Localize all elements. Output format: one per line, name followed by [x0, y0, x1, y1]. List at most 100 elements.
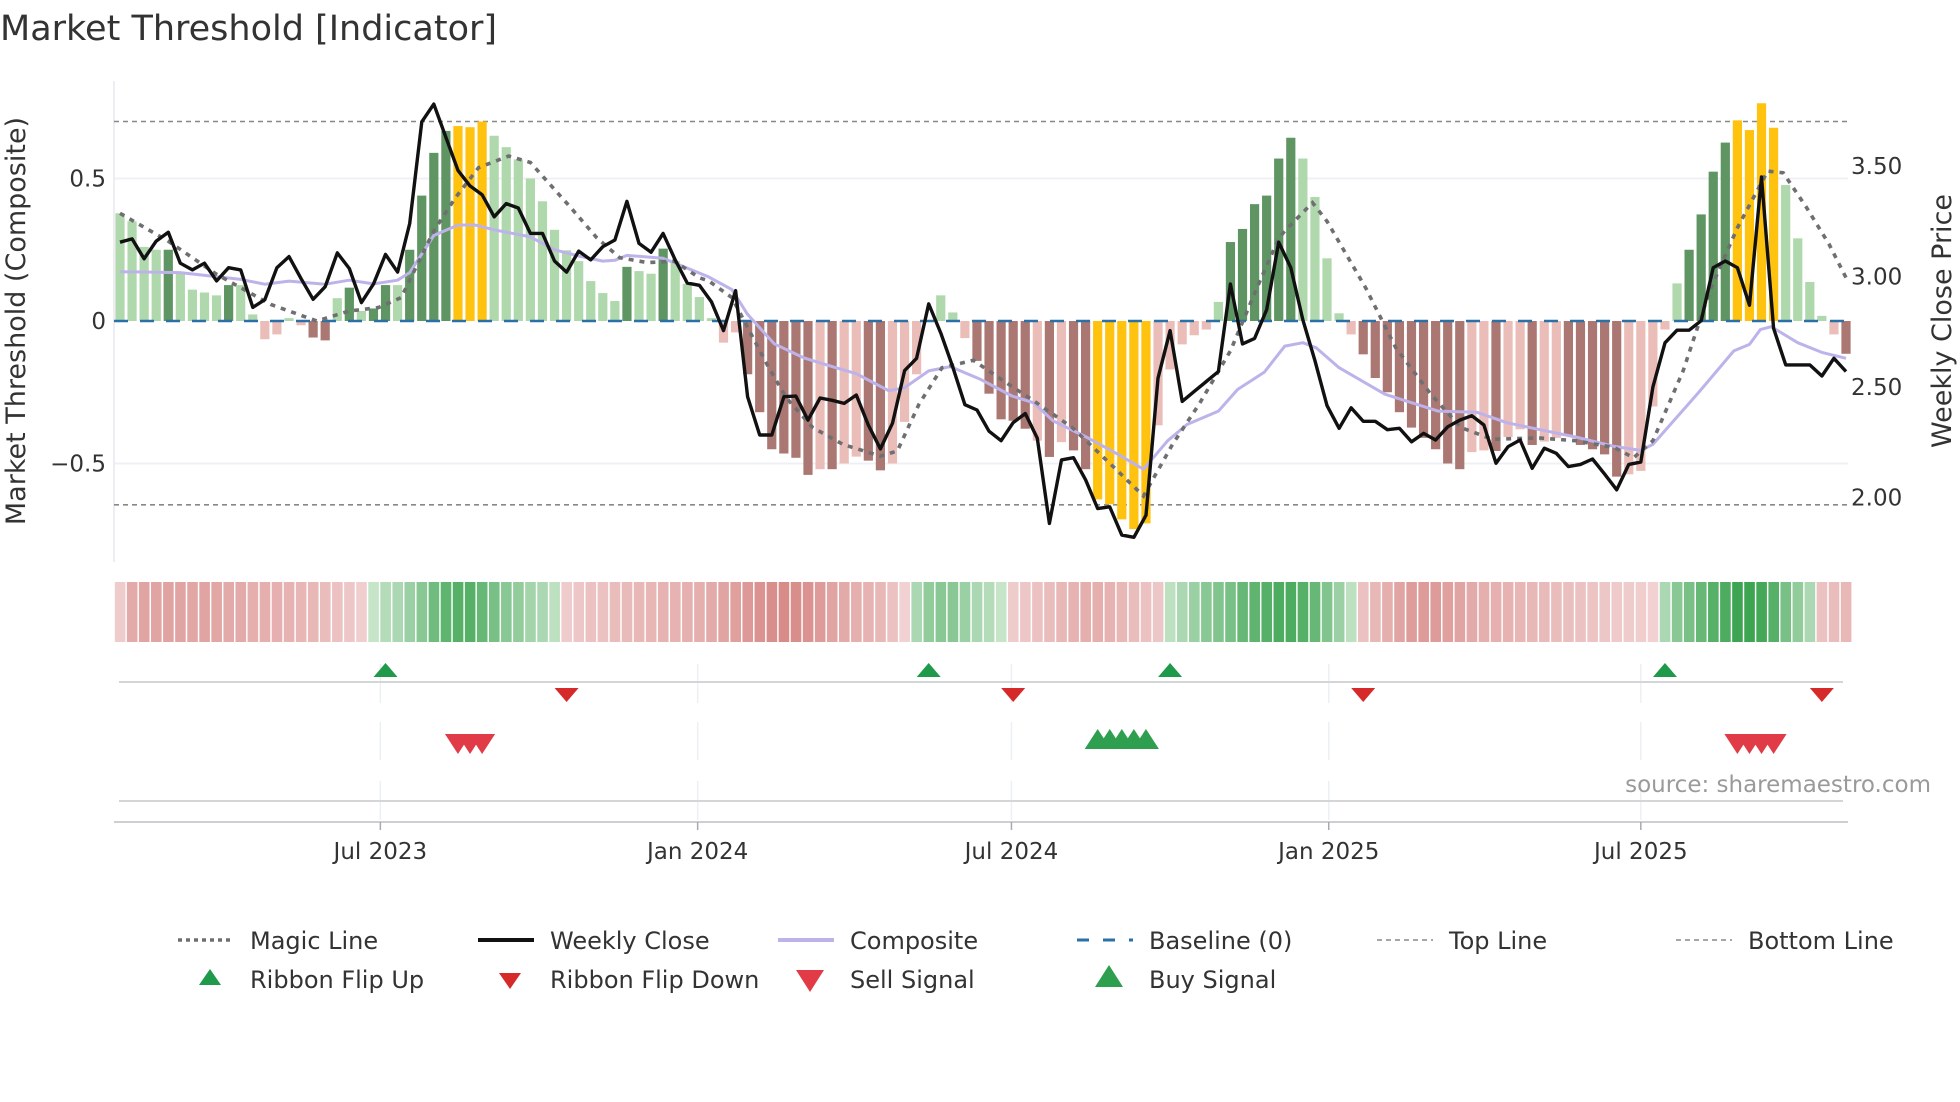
sell-signal-marker: [1760, 734, 1787, 754]
ribbon-cell: [1708, 582, 1719, 642]
ribbon-cell: [549, 582, 560, 642]
composite-bar: [1575, 321, 1586, 445]
composite-bar: [236, 285, 246, 321]
right-tick-label: 2.50: [1851, 375, 1902, 401]
composite-bar: [332, 298, 342, 321]
composite-bar: [1141, 321, 1151, 524]
legend-item-flipdown: Ribbon Flip Down: [499, 966, 759, 994]
ribbon-cell: [126, 582, 138, 642]
legend-label: Magic Line: [250, 927, 378, 955]
composite-bar: [1117, 321, 1127, 520]
ribbon-cell: [295, 582, 307, 642]
x-tick-label: Jul 2023: [332, 839, 428, 865]
ribbon-cell: [1840, 582, 1852, 642]
ribbon-cell: [1514, 582, 1526, 642]
legend-item-buy: Buy Signal: [1095, 965, 1276, 994]
composite-bar: [912, 321, 922, 375]
ribbon-cell: [428, 582, 440, 642]
buy-signal-marker: [1132, 729, 1159, 749]
composite-bar: [1177, 321, 1187, 345]
ribbon-cell: [778, 582, 790, 642]
legend-item-flipup: Ribbon Flip Up: [199, 966, 424, 994]
ribbon-cell: [935, 582, 947, 642]
legend-swatch-flipup: [199, 969, 221, 985]
ribbon-cell: [1563, 582, 1574, 642]
ribbon-cell: [259, 582, 271, 642]
composite-bar: [1093, 321, 1103, 500]
ribbon-cell: [1333, 582, 1345, 642]
ribbon-cell: [211, 582, 222, 642]
ribbon-cell: [1720, 582, 1731, 642]
composite-bar: [1781, 185, 1791, 321]
source-credit: source: sharemaestro.com: [1625, 772, 1931, 798]
ribbon-cell: [1623, 582, 1635, 642]
composite-bar: [972, 321, 982, 361]
legend-item-baseline: Baseline (0): [1077, 927, 1292, 955]
ribbon-cell: [1611, 582, 1623, 642]
ribbon-cell: [983, 582, 995, 642]
ribbon-cell: [573, 582, 585, 642]
composite-bar: [1624, 321, 1634, 475]
ribbon-cell: [1430, 582, 1442, 642]
composite-bar: [984, 321, 994, 394]
composite-bar: [224, 285, 234, 321]
composite-bar: [1129, 321, 1139, 530]
composite-bar: [248, 314, 258, 321]
ribbon-cell: [1575, 582, 1586, 642]
ribbon-cell: [1056, 582, 1067, 642]
composite-bar: [779, 321, 789, 454]
composite-bar: [417, 195, 427, 321]
ribbon-cell: [488, 582, 500, 642]
ribbon-cell: [537, 582, 548, 642]
ribbon-cell: [1756, 582, 1767, 642]
ribbon-cell: [452, 582, 464, 642]
ribbon-cell: [1201, 582, 1212, 642]
ribbon-cell: [1744, 582, 1755, 642]
composite-bar: [1431, 321, 1441, 450]
ribbon-cell: [138, 582, 150, 642]
ribbon-cell: [380, 582, 391, 642]
ribbon-cell: [839, 582, 850, 642]
composite-bar: [1720, 142, 1730, 321]
composite-bar: [1020, 321, 1030, 429]
ribbon-cell: [1345, 582, 1357, 642]
x-tick-label: Jul 2024: [963, 839, 1059, 865]
composite-bar: [1467, 321, 1477, 453]
ribbon-cell: [1732, 582, 1743, 642]
composite-bar: [1044, 321, 1054, 457]
composite-bar: [1334, 313, 1344, 321]
composite-bar: [1394, 321, 1405, 413]
composite-bar: [839, 321, 849, 464]
composite-bar: [175, 272, 185, 321]
ribbon-cell: [851, 582, 862, 642]
composite-bar: [344, 287, 354, 321]
x-tick-label: Jan 2024: [645, 839, 748, 865]
composite-bar: [1310, 197, 1320, 321]
composite-bar: [1636, 321, 1646, 471]
composite-bar: [308, 321, 318, 338]
ribbon-cell: [597, 582, 609, 642]
composite-bar: [1322, 258, 1332, 321]
composite-bar: [139, 246, 149, 321]
ribbon-flip-down-marker: [554, 688, 579, 702]
left-tick-label: 0.5: [69, 167, 106, 193]
composite-bar: [1805, 281, 1815, 321]
ribbon-cell: [392, 582, 404, 642]
ribbon-cell: [670, 582, 681, 642]
composite-bar: [1612, 321, 1622, 477]
composite-bar: [1032, 321, 1042, 441]
ribbon-cell: [790, 582, 802, 642]
composite-bar: [1443, 321, 1453, 464]
weekly-close-line: [119, 102, 1848, 539]
composite-bar: [1298, 158, 1308, 321]
ribbon-cell: [766, 582, 778, 642]
ribbon-flip-down-marker: [1001, 688, 1026, 702]
composite-bar: [368, 308, 379, 321]
right-tick-label: 2.00: [1851, 486, 1902, 512]
guide-lines: [114, 120, 1848, 506]
ribbon-cell: [754, 582, 766, 642]
composite-bar: [1249, 204, 1260, 321]
composite-bar: [1793, 238, 1803, 321]
ribbon-cell: [923, 582, 935, 642]
